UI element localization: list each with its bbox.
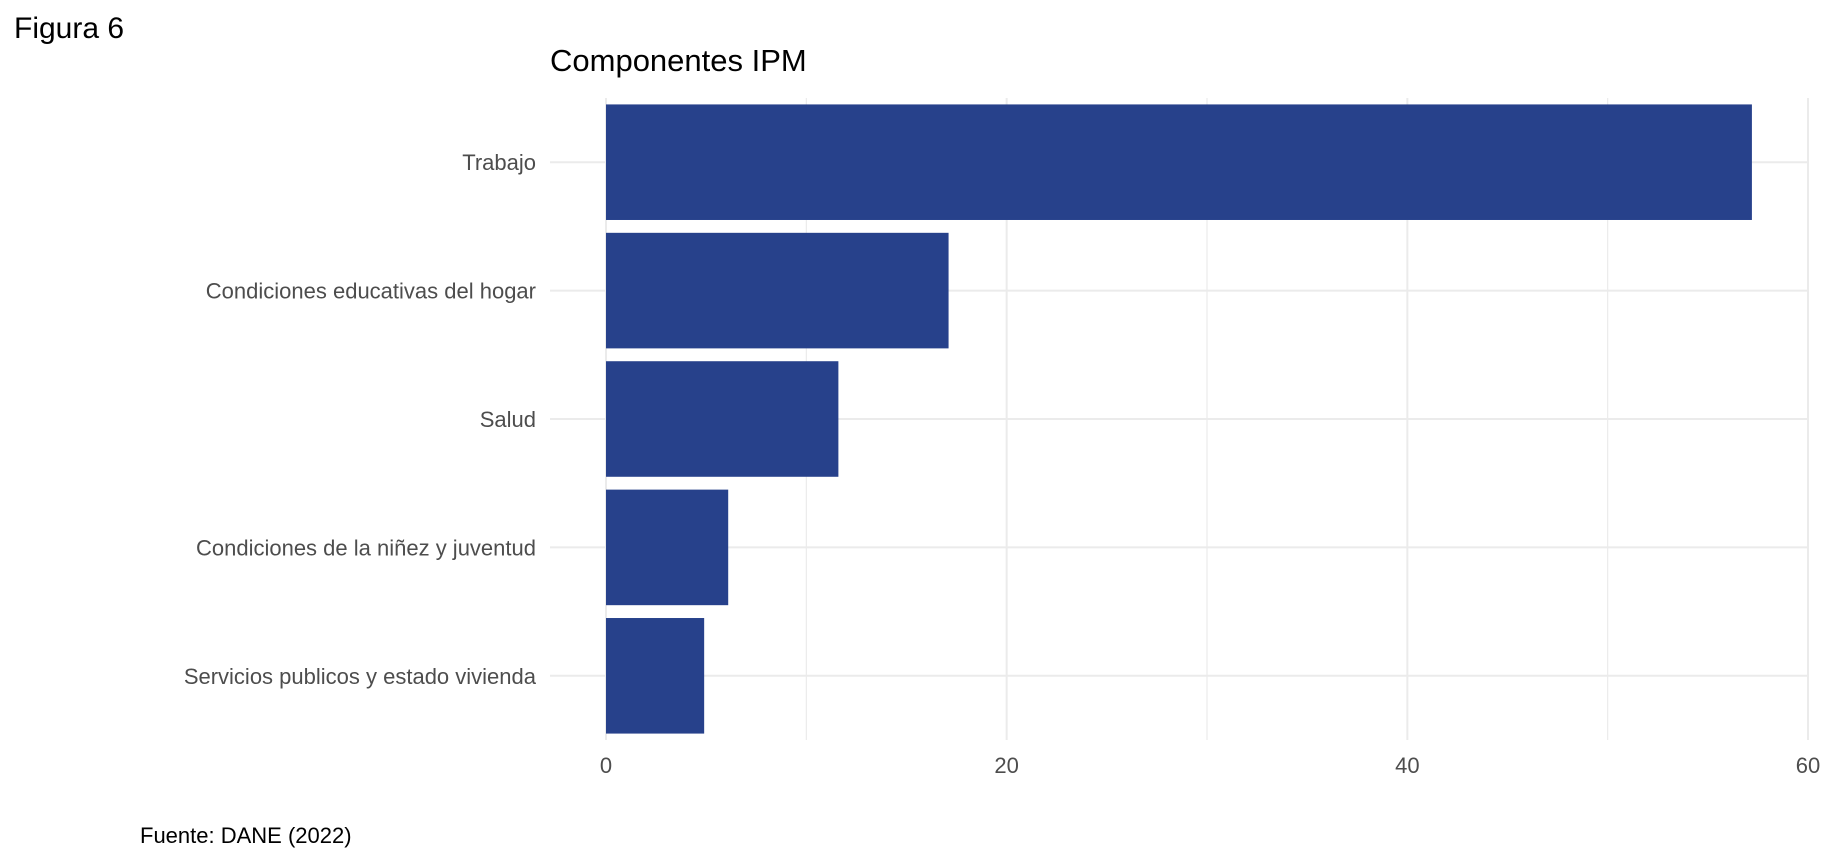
y-tick-label: Salud [480, 407, 536, 432]
bar-condiciones-de-la-ni-ez-y-juventud [606, 489, 729, 606]
bar-salud [606, 361, 839, 477]
bar-condiciones-educativas-del-hogar [606, 232, 949, 349]
y-tick-label: Condiciones educativas del hogar [206, 279, 536, 304]
chart-title: Componentes IPM [550, 43, 807, 78]
y-tick-label: Servicios publicos y estado vivienda [184, 664, 537, 689]
label-layer: 0 20 40 60 Trabajo Condiciones educativas del… [184, 150, 1820, 778]
x-tick-label: 20 [994, 753, 1018, 778]
bar-layer [606, 104, 1752, 734]
x-tick-label: 60 [1796, 753, 1820, 778]
y-tick-label: Trabajo [462, 150, 536, 175]
x-tick-label: 0 [600, 753, 612, 778]
bar-servicios-publicos-y-estado-vivienda [606, 618, 705, 734]
bar-trabajo [606, 104, 1752, 220]
figure-label: Figura 6 [14, 12, 125, 45]
source-note: Fuente: DANE (2022) [140, 823, 352, 848]
y-tick-label: Condiciones de la niñez y juventud [196, 535, 536, 560]
x-tick-label: 40 [1395, 753, 1419, 778]
